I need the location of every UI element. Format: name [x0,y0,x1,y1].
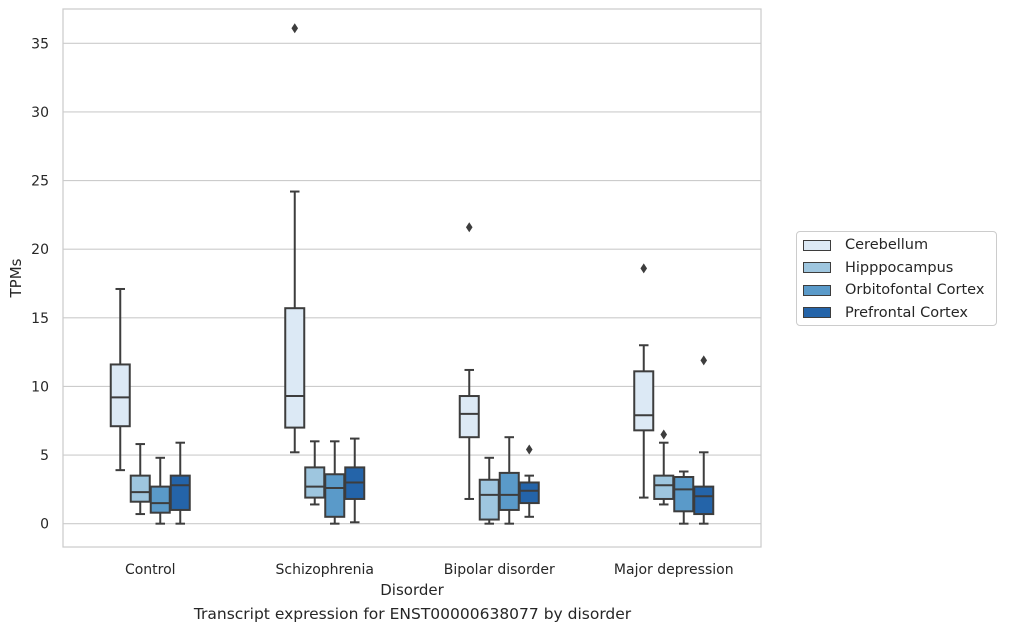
legend: Cerebellum Hipppocampus Orbitofontal Corte… [796,231,997,326]
x-tick-labels: Control Schizophrenia Bipolar disorder Majo… [125,562,734,578]
box-iqr [324,473,346,518]
box-iqr [109,363,131,428]
boxes [109,23,715,525]
y-tick-label: 10 [31,379,49,395]
outlier-point [525,444,533,455]
box-iqr [284,307,306,429]
legend-item: Hipppocampus [803,258,953,278]
box-iqr [518,481,540,505]
box-iqr [633,370,655,432]
legend-swatch [803,284,831,296]
y-axis-label: TPMs [7,258,25,298]
grid-lines [63,42,761,525]
box-prefrontal-cortex-2 [518,444,540,518]
plot-frame [62,8,762,548]
box-prefrontal-cortex-3 [693,355,715,525]
x-tick-label: Bipolar disorder [444,562,555,578]
legend-swatch [803,239,831,251]
y-tick-labels: 0 5 10 15 20 25 30 35 [31,36,49,532]
outlier-point [465,222,473,233]
box-hipppocampus-2 [478,456,500,525]
x-axis-label: Disorder [380,581,444,599]
box-hipppocampus-3 [653,429,675,506]
legend-label: Cerebellum [845,237,929,253]
y-tick-label: 35 [31,36,49,52]
box-iqr [478,478,500,521]
y-tick-label: 30 [31,105,49,121]
box-hipppocampus-1 [304,440,326,506]
x-tick-label: Major depression [614,562,734,578]
box-iqr [149,485,171,514]
box-orbitofontal-cortex-2 [498,436,520,525]
legend-swatch [803,307,831,318]
box-orbitofontal-cortex-0 [149,456,171,525]
outlier-point [640,263,648,274]
box-iqr [653,474,675,500]
x-tick-label: Schizophrenia [276,562,374,578]
box-prefrontal-cortex-1 [344,437,366,524]
box-cerebellum-2 [458,222,480,500]
box-cerebellum-1 [284,23,306,454]
y-tick-label: 20 [31,242,49,258]
legend-item: Cerebellum [803,235,928,255]
legend-item: Orbitofontal Cortex [803,280,984,300]
y-tick-label: 5 [40,448,49,464]
box-iqr [693,485,715,516]
legend-label: Hipppocampus [845,259,954,276]
legend-label: Prefrontal Cortex [845,304,968,321]
box-iqr [304,466,326,499]
box-iqr [673,476,695,513]
y-tick-label: 25 [31,174,49,190]
box-orbitofontal-cortex-3 [673,470,695,525]
legend-swatch [803,262,831,273]
outlier-point [291,23,299,34]
outlier-point [660,429,668,440]
x-tick-label: Control [125,562,176,578]
box-prefrontal-cortex-0 [169,441,191,525]
box-orbitofontal-cortex-1 [324,440,346,525]
box-cerebellum-0 [109,287,131,472]
box-cerebellum-3 [633,263,655,499]
box-hipppocampus-0 [129,443,151,516]
legend-label: Orbitofontal Cortex [845,282,985,298]
chart-title: Transcript expression for ENST0000063807… [193,605,632,623]
box-iqr [498,471,520,511]
y-tick-label: 15 [31,311,49,327]
box-iqr [169,474,191,511]
box-iqr [129,474,151,503]
box-iqr [458,395,480,439]
legend-item: Prefrontal Cortex [803,303,968,323]
outlier-point [700,355,708,366]
y-tick-label: 0 [40,517,49,533]
